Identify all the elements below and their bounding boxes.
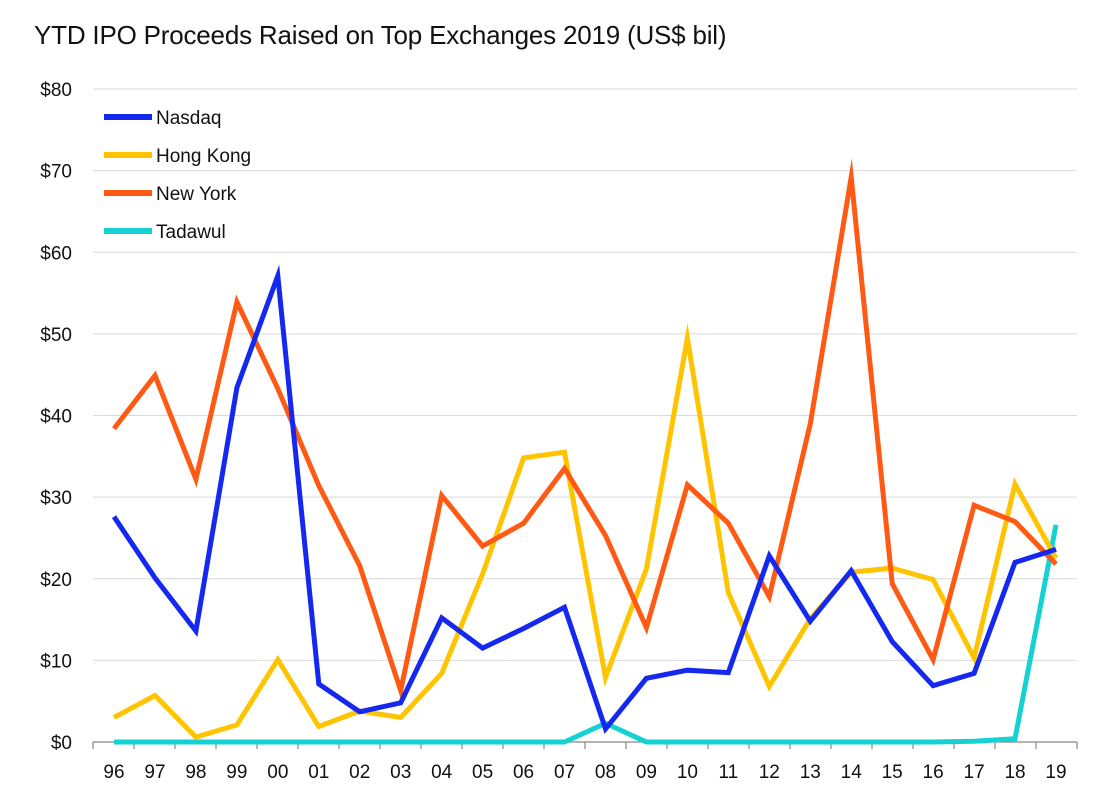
legend-item: Hong Kong [104,146,251,167]
y-tick-label: $60 [40,243,72,264]
series-line-nasdaq [111,264,1057,735]
x-tick-label: 02 [349,762,370,783]
x-tick-label: 10 [677,762,698,783]
x-tick-label: 99 [226,762,247,783]
x-tick-label: 18 [1004,762,1025,783]
x-tick-label: 12 [759,762,780,783]
x-tick-label: 15 [882,762,903,783]
x-tick-label: 05 [472,762,493,783]
x-tick-label: 11 [718,762,738,783]
x-tick-label: 01 [308,762,329,783]
y-tick-label: $0 [51,733,72,754]
series-line-new-york [112,158,1058,701]
legend-item: New York [104,184,237,205]
x-tick-label: 16 [923,762,944,783]
x-tick-label: 97 [144,762,165,783]
chart-title: YTD IPO Proceeds Raised on Top Exchanges… [34,20,727,50]
y-tick-label: $80 [40,80,72,101]
x-tick-label: 98 [185,762,206,783]
x-tick-label: 00 [267,762,288,783]
legend-label: Nasdaq [156,108,222,129]
y-tick-label: $10 [40,651,72,672]
y-tick-label: $50 [40,325,72,346]
x-tick-label: 08 [595,762,616,783]
legend-label: Tadawul [156,222,226,243]
series-line-tadawul [114,524,1059,745]
series-line-hong-kong [112,323,1059,740]
legend-item: Tadawul [104,222,226,243]
legend-label: Hong Kong [156,146,251,167]
x-tick-label: 96 [103,762,124,783]
x-tick-label: 07 [554,762,575,783]
legend-item: Nasdaq [104,108,222,129]
x-axis: 96 97 98 99 00 01 02 03 04 05 06 07 08 09 10 11 12 13 14 15… [92,741,1078,783]
y-tick-label: $30 [40,488,72,509]
legend-label: New York [156,184,237,205]
x-tick-label: 14 [841,762,863,783]
x-tick-label: 19 [1045,762,1066,783]
series-lines [111,158,1059,745]
series-new-york [112,158,1058,701]
x-tick-label: 04 [431,762,453,783]
series-nasdaq [111,264,1057,735]
y-tick-label: $70 [40,162,72,183]
x-tick-label: 17 [964,762,985,783]
x-tick-label: 09 [636,762,657,783]
y-tick-label: $40 [40,407,72,428]
legend: Nasdaq Hong Kong New York Tadawul [104,108,251,243]
y-tick-label: $20 [40,570,72,591]
series-tadawul [114,524,1059,745]
y-axis: $0 $10 $20 $30 $40 $50 $60 $70 $80 [40,80,72,754]
x-tick-label: 06 [513,762,534,783]
x-tick-label: 13 [800,762,821,783]
series-hong-kong [112,323,1059,740]
x-tick-label: 03 [390,762,411,783]
